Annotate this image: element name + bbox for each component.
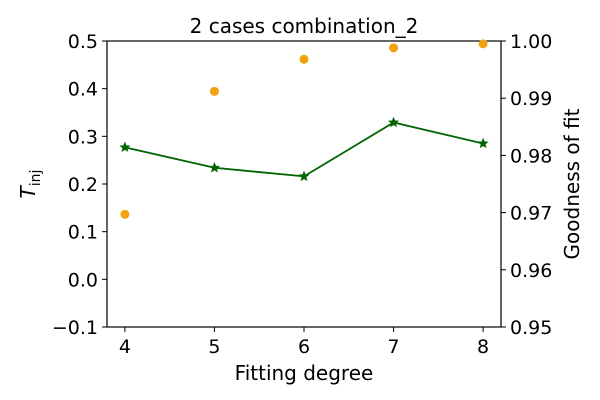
y-axis-left-label-main: T [16, 184, 40, 198]
y-left-tick-label: 0.1 [68, 222, 98, 244]
x-tick-label: 7 [387, 336, 399, 358]
x-axis-label: Fitting degree [235, 361, 374, 385]
line-star-point [477, 137, 489, 149]
y-left-tick-label: 0.2 [68, 174, 98, 196]
y-right-tick-label: 1.00 [510, 31, 552, 53]
y-axis-left: −0.1 0.0 0.1 0.2 0.3 0.4 0.5 [52, 31, 107, 339]
y-right-tick-label: 0.99 [510, 88, 552, 110]
scatter-point [120, 209, 130, 219]
x-tick-label: 6 [298, 336, 310, 358]
y-right-tick-label: 0.97 [510, 203, 552, 225]
x-tick-label: 4 [119, 336, 131, 358]
y-axis-left-label-sub: inj [28, 170, 44, 187]
x-tick-label: 8 [477, 336, 489, 358]
x-axis: 4 5 6 7 8 [119, 327, 489, 358]
y-left-tick-label: 0.5 [68, 31, 98, 53]
line-star-point [298, 170, 310, 182]
chart-title: 2 cases combination_2 [190, 14, 419, 38]
y-axis-right: 0.95 0.96 0.97 0.98 0.99 1.00 [501, 31, 552, 339]
y-right-tick-label: 0.98 [510, 145, 552, 167]
y-axis-right-label: Goodness of fit [560, 108, 584, 259]
scatter-point [209, 86, 219, 96]
y-axis-left-label: Tinj [16, 170, 44, 199]
line-star-point [208, 161, 220, 173]
y-left-tick-label: 0.0 [68, 269, 98, 291]
series-layer [119, 39, 489, 219]
y-right-tick-label: 0.95 [510, 317, 552, 339]
scatter-point [299, 54, 309, 64]
y-right-tick-label: 0.96 [510, 260, 552, 282]
y-left-tick-label: −0.1 [52, 317, 98, 339]
series-line [124, 121, 484, 178]
scatter-point [389, 43, 399, 53]
x-tick-label: 5 [208, 336, 220, 358]
line-star-point [119, 141, 131, 152]
scatter-point [478, 39, 488, 49]
y-left-tick-label: 0.4 [68, 79, 98, 101]
line-star-point [388, 116, 400, 128]
y-left-tick-label: 0.3 [68, 126, 98, 148]
plot-frame [106, 40, 502, 328]
